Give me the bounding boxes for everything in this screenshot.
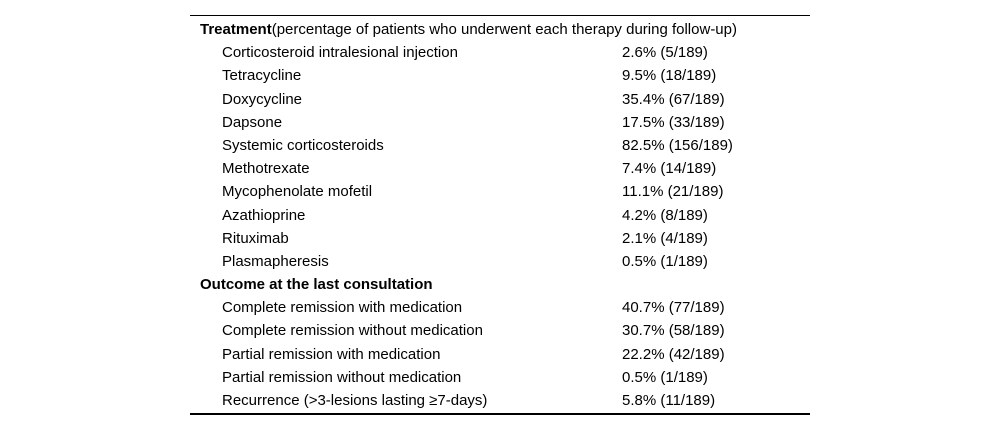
table-row-partial-remission-without-medication: Partial remission without medication 0.5… bbox=[190, 366, 810, 389]
table-row-tetracycline: Tetracycline 9.5% (18/189) bbox=[190, 64, 810, 87]
row-label: Dapsone bbox=[222, 113, 283, 131]
section-header-outcome: Outcome at the last consultation bbox=[190, 273, 810, 296]
section-title: Outcome at the last consultation bbox=[200, 276, 433, 294]
table-row-partial-remission-with-medication: Partial remission with medication 22.2% … bbox=[190, 343, 810, 366]
row-value: 4.2% (8/189) bbox=[622, 206, 708, 224]
section-header-treatment: Treatment (percentage of patients who un… bbox=[190, 18, 810, 41]
section-title: Treatment bbox=[200, 21, 272, 38]
table-row-plasmapheresis: Plasmapheresis 0.5% (1/189) bbox=[190, 250, 810, 273]
row-value: 11.1% (21/189) bbox=[622, 183, 724, 201]
row-label: Complete remission with medication bbox=[222, 299, 463, 317]
row-label: Partial remission without medication bbox=[222, 368, 462, 386]
row-label: Mycophenolate mofetil bbox=[222, 183, 373, 201]
table-row-complete-remission-without-medication: Complete remission without medication 30… bbox=[190, 319, 810, 342]
row-value: 35.4% (67/189) bbox=[622, 90, 725, 108]
table-row-corticosteroid-injection: Corticosteroid intralesional injection 2… bbox=[190, 41, 810, 64]
row-label: Rituximab bbox=[222, 229, 289, 247]
row-value: 2.6% (5/189) bbox=[622, 44, 708, 62]
section-subtitle: (percentage of patients who underwent ea… bbox=[271, 21, 737, 38]
row-label: Methotrexate bbox=[222, 160, 310, 178]
row-value: 5.8% (11/189) bbox=[622, 392, 716, 409]
table-row-azathioprine: Azathioprine 4.2% (8/189) bbox=[190, 204, 810, 227]
table-row-recurrence: Recurrence (>3-lesions lasting ≥7-days) … bbox=[190, 389, 810, 412]
table-row-mycophenolate-mofetil: Mycophenolate mofetil 11.1% (21/189) bbox=[190, 180, 810, 203]
row-label: Partial remission with medication bbox=[222, 345, 441, 363]
treatment-outcomes-table: Treatment (percentage of patients who un… bbox=[190, 15, 810, 416]
row-value: 17.5% (33/189) bbox=[622, 113, 725, 131]
row-value: 9.5% (18/189) bbox=[622, 67, 717, 85]
row-label: Plasmapheresis bbox=[222, 252, 329, 270]
table-row-complete-remission-with-medication: Complete remission with medication 40.7%… bbox=[190, 296, 810, 319]
row-value: 30.7% (58/189) bbox=[622, 322, 725, 340]
table-row-dapsone: Dapsone 17.5% (33/189) bbox=[190, 111, 810, 134]
table-row-rituximab: Rituximab 2.1% (4/189) bbox=[190, 227, 810, 250]
row-value: 2.1% (4/189) bbox=[622, 229, 708, 247]
row-label: Tetracycline bbox=[222, 67, 302, 85]
row-label: Azathioprine bbox=[222, 206, 306, 224]
row-label: Doxycycline bbox=[222, 90, 303, 108]
row-label: Corticosteroid intralesional injection bbox=[222, 44, 458, 62]
row-label: Systemic corticosteroids bbox=[222, 136, 384, 154]
table-row-doxycycline: Doxycycline 35.4% (67/189) bbox=[190, 88, 810, 111]
row-value: 7.4% (14/189) bbox=[622, 160, 717, 178]
row-value: 0.5% (1/189) bbox=[622, 368, 708, 386]
table-row-systemic-corticosteroids: Systemic corticosteroids 82.5% (156/189) bbox=[190, 134, 810, 157]
row-value: 40.7% (77/189) bbox=[622, 299, 725, 317]
row-label: Complete remission without medication bbox=[222, 322, 483, 340]
row-label: Recurrence (>3-lesions lasting ≥7-days) bbox=[222, 392, 488, 409]
table-row-methotrexate: Methotrexate 7.4% (14/189) bbox=[190, 157, 810, 180]
row-value: 22.2% (42/189) bbox=[622, 345, 725, 363]
row-value: 0.5% (1/189) bbox=[622, 252, 708, 270]
row-value: 82.5% (156/189) bbox=[622, 136, 733, 154]
